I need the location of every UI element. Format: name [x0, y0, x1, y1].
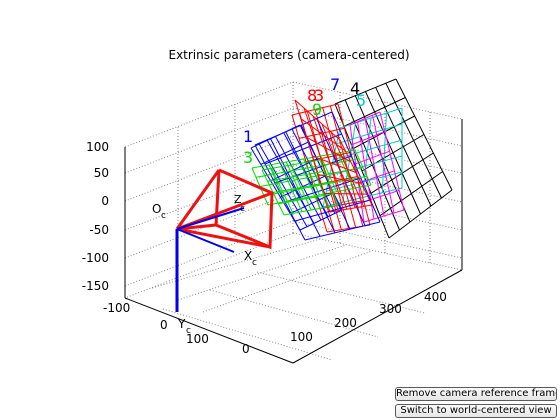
grid-line — [255, 158, 360, 178]
grid-line — [258, 143, 308, 227]
grid-line — [349, 111, 381, 126]
z-cam-label-sub: c — [240, 204, 245, 214]
calibration-grid-2 — [261, 159, 339, 216]
grid-line — [260, 141, 309, 165]
y-tick-label: 300 — [379, 302, 402, 316]
x-tick-labels: -100 0 100 — [103, 301, 209, 346]
grid-label-4: 4 — [350, 79, 360, 98]
calibration-grid-8 — [294, 99, 373, 213]
grid-line — [329, 155, 403, 176]
calibration-grids — [250, 78, 453, 241]
calibration-grid-9 — [251, 149, 372, 206]
grid-line — [304, 221, 381, 241]
grid-line — [363, 209, 405, 223]
grid-line — [294, 199, 371, 222]
grid-line — [312, 155, 357, 173]
grid-line — [318, 174, 362, 184]
grid-line — [361, 134, 425, 172]
grid-line — [267, 184, 372, 206]
axes-box — [124, 81, 463, 364]
grid-label-3-red: 3 — [314, 86, 324, 105]
grid-labels: 1 3 8 3 9 7 4 5 — [243, 75, 366, 167]
grid-line — [267, 170, 325, 182]
z-cam-label: Z — [234, 193, 242, 206]
z-tick-label: 100 — [86, 140, 109, 154]
z-tick-label: -150 — [82, 279, 109, 293]
remove-camera-frame-button[interactable]: Remove camera reference frame — [395, 387, 557, 401]
grid-line — [291, 103, 339, 116]
y-tick-label: 100 — [290, 330, 313, 344]
grid-line — [379, 111, 405, 211]
x-tick-label: -100 — [103, 301, 130, 315]
y-tick-label: 400 — [424, 290, 447, 304]
grid-line — [329, 105, 364, 227]
extrinsic-plot: Extrinsic parameters (camera-centered) — [82, 48, 463, 364]
grid-line — [289, 192, 334, 215]
y-cam-label: Y — [177, 317, 186, 331]
x-cam-label: X — [244, 249, 252, 263]
z-tick-label: 0 — [101, 194, 109, 208]
x-tick-label: 0 — [160, 318, 168, 332]
camera-labels: O c X c Y c Z c — [152, 193, 257, 336]
grid-line — [278, 193, 334, 205]
grid-line — [355, 150, 390, 165]
z-tick-label: -50 — [89, 223, 109, 237]
camera-axes — [175, 207, 245, 312]
grid-line — [331, 111, 381, 223]
grid-line — [352, 131, 385, 145]
grid-label-1: 1 — [243, 127, 253, 146]
x-tick-label: 100 — [186, 332, 209, 346]
y-tick-label: 0 — [242, 342, 250, 356]
grid-label-9: 9 — [312, 100, 322, 119]
y-tick-labels: 0 100 200 300 400 — [242, 290, 447, 356]
grid-label-7: 7 — [330, 75, 340, 94]
grid-line — [329, 204, 373, 213]
grid-line — [251, 149, 356, 169]
origin-label-sub: c — [161, 211, 166, 221]
grid-line — [306, 136, 351, 163]
grid-line — [266, 140, 315, 224]
grid-line — [250, 147, 301, 231]
x-cam-label-sub: c — [252, 258, 257, 268]
z-tick-label: 50 — [94, 166, 109, 180]
grid-line — [333, 139, 403, 161]
grid-line — [324, 192, 367, 195]
grid-label-3-green: 3 — [243, 148, 253, 167]
z-tick-labels: 100 50 0 -50 -100 -150 — [82, 140, 109, 293]
switch-world-view-button[interactable]: Switch to world-centered view — [395, 404, 557, 418]
grid-line — [283, 204, 339, 216]
grid-line — [275, 136, 322, 221]
grid-label-8: 8 — [307, 86, 317, 105]
grid-line — [379, 171, 443, 217]
grid-line — [358, 170, 395, 184]
grid-line — [263, 175, 368, 197]
grid-line — [300, 118, 346, 152]
grid-line — [291, 128, 336, 214]
origin-label: O — [152, 202, 161, 216]
grid-line — [261, 159, 321, 171]
chart-title: Extrinsic parameters (camera-centered) — [168, 48, 409, 62]
grid-line — [343, 97, 406, 127]
y-cam-label-sub: c — [186, 326, 191, 336]
grid-line — [388, 189, 453, 239]
grid-line — [364, 118, 385, 217]
grid-line — [259, 167, 364, 187]
grid-line — [294, 99, 341, 141]
grid-line — [250, 124, 301, 149]
calibration-grid-6 — [349, 111, 405, 223]
grid-line — [334, 78, 397, 105]
grid-line — [272, 182, 330, 193]
grid-line — [372, 115, 395, 214]
grid-line — [299, 209, 343, 231]
grid-label-5: 5 — [356, 91, 366, 110]
grid-line — [337, 103, 371, 226]
calibration-grid-4 — [334, 78, 453, 239]
z-tick-label: -100 — [82, 251, 109, 265]
y-tick-label: 200 — [334, 316, 357, 330]
